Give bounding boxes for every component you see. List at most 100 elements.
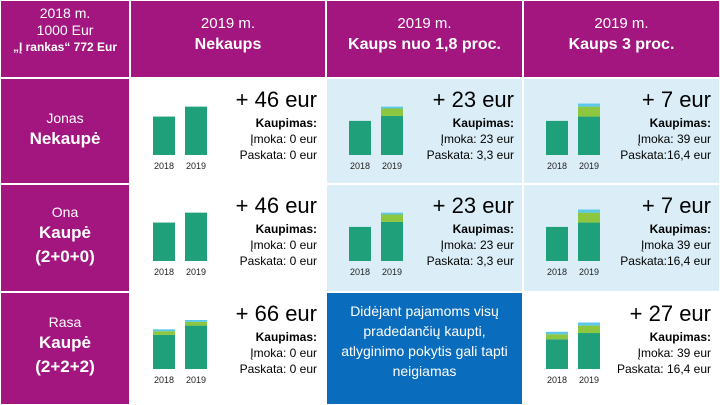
mini-bar-chart: 2018 2019 (540, 195, 612, 279)
contribution-text: Įmoka: 39 eur (637, 346, 711, 360)
net-change-amount: + 46 eur (235, 193, 317, 218)
kaupimas-label: Kaupimas: (452, 116, 514, 130)
incentive-text: Paskata: 3,3 eur (426, 254, 514, 268)
result-info: + 66 eur Kaupimas: Įmoka: 0 eur Paskata: 0 … (236, 301, 317, 377)
kaupimas-label: Kaupimas: (255, 116, 317, 130)
column-header-kaups-1-8: 2019 m. Kaups nuo 1,8 proc. (326, 0, 523, 78)
mini-bar-chart-svg: 2018 2019 (546, 322, 600, 385)
bar-segment-2018 (349, 120, 371, 155)
mini-bar-chart-svg: 2018 2019 (546, 209, 600, 277)
row-status: Kaupė (39, 223, 91, 242)
x-tick-label: 2019 (579, 267, 599, 277)
row-header-rasa: Rasa Kaupė (2+2+2) (0, 292, 130, 405)
mini-bar-chart-svg: 2018 2019 (546, 103, 600, 171)
bar-segment-2019 (381, 212, 403, 215)
bar-segment-2019 (578, 116, 600, 155)
bar-segment-2019 (185, 321, 207, 326)
bar-segment-2019 (578, 222, 600, 261)
x-tick-label: 2018 (154, 267, 174, 277)
bar-segment-2018 (546, 331, 568, 335)
column-header-nekaups: 2019 m. Nekaups (130, 0, 326, 78)
net-change-amount: + 23 eur (432, 193, 514, 218)
bar-segment-2019 (578, 333, 600, 369)
bar-segment-2019 (381, 115, 403, 155)
kaupimas-label: Kaupimas: (649, 116, 711, 130)
bar-segment-2018 (546, 120, 568, 155)
bar-segment-2019 (381, 221, 403, 261)
warning-note-cell: Didėjant pajamoms visų pradedančių kaupt… (326, 292, 523, 405)
net-change-amount: + 23 eur (432, 87, 514, 112)
bar-segment-2019 (578, 322, 600, 326)
row-person-name: Ona (51, 204, 79, 220)
result-info: + 23 eur Kaupimas: Įmoka: 23 eur Paskata: 3… (427, 87, 514, 163)
x-tick-label: 2018 (350, 267, 370, 277)
contribution-text: Įmoka: 39 eur (637, 132, 711, 146)
mini-bar-chart: 2018 2019 (540, 89, 612, 173)
row-plan: (2+0+0) (35, 247, 95, 266)
result-info: + 7 eur Kaupimas: Įmoka: 39 eur Paskata:16,… (620, 87, 711, 163)
column-year: 2019 m. (594, 15, 649, 32)
bar-segment-2019 (578, 209, 600, 213)
result-cell: 2018 2019 + 23 eur Kaupimas: Įmoka: 23 eur Pa… (326, 78, 523, 184)
x-tick-label: 2019 (186, 267, 206, 277)
x-tick-label: 2018 (547, 161, 567, 171)
result-info: + 46 eur Kaupimas: Įmoka: 0 eur Paskata: 0 … (236, 193, 317, 269)
corner-year: 2018 m. (39, 5, 91, 21)
column-header-kaups-3: 2019 m. Kaups 3 proc. (523, 0, 720, 78)
mini-bar-chart-svg: 2018 2019 (349, 106, 403, 171)
x-tick-label: 2019 (382, 161, 402, 171)
row-header-ona: Ona Kaupė (2+0+0) (0, 184, 130, 292)
bar-segment-2019 (185, 212, 207, 261)
row-status: Kaupė (39, 333, 91, 352)
bar-segment-2018 (349, 226, 371, 261)
result-cell: 2018 2019 + 7 eur Kaupimas: Įmoka 39 eur Pask… (523, 184, 720, 292)
result-cell: 2018 2019 + 23 eur Kaupimas: Įmoka: 23 eur Pa… (326, 184, 523, 292)
x-tick-label: 2019 (579, 161, 599, 171)
result-cell: 2018 2019 + 7 eur Kaupimas: Įmoka: 39 eur Pas… (523, 78, 720, 184)
kaupimas-label: Kaupimas: (255, 222, 317, 236)
net-change-amount: + 7 eur (641, 193, 711, 218)
x-tick-label: 2018 (547, 375, 567, 385)
mini-bar-chart: 2018 2019 (147, 195, 219, 279)
result-cell: 2018 2019 + 27 eur Kaupimas: Įmoka: 39 eur Pa… (523, 292, 720, 405)
result-info: + 23 eur Kaupimas: Įmoka: 23 eur Paskata: 3… (427, 193, 514, 269)
x-tick-label: 2018 (350, 161, 370, 171)
contribution-text: Įmoka: 0 eur (250, 238, 317, 252)
contribution-text: Įmoka: 0 eur (250, 346, 317, 360)
contribution-text: Įmoka: 23 eur (440, 132, 514, 146)
column-title: Kaups nuo 1,8 proc. (348, 36, 501, 53)
row-person-name: Rasa (48, 314, 82, 330)
bar-segment-2018 (546, 226, 568, 261)
x-tick-label: 2019 (579, 375, 599, 385)
bar-segment-2018 (153, 331, 175, 335)
mini-bar-chart-svg: 2018 2019 (349, 212, 403, 277)
net-change-amount: + 7 eur (641, 87, 711, 112)
column-title: Kaups 3 proc. (568, 36, 675, 53)
result-info: + 27 eur Kaupimas: Įmoka: 39 eur Paskata: 1… (617, 301, 711, 377)
mini-bar-chart-svg: 2018 2019 (153, 212, 207, 277)
corner-net: „Į rankas“ 772 Eur (12, 40, 118, 54)
incentive-text: Paskata: 0 eur (239, 362, 317, 376)
contribution-text: Įmoka: 23 eur (440, 238, 514, 252)
x-tick-label: 2019 (382, 267, 402, 277)
corner-header: 2018 m. 1000 Eur „Į rankas“ 772 Eur (0, 0, 130, 78)
bar-segment-2019 (381, 108, 403, 116)
bar-segment-2019 (578, 103, 600, 107)
incentive-text: Paskata: 0 eur (239, 148, 317, 162)
x-tick-label: 2019 (186, 375, 206, 385)
bar-segment-2019 (578, 325, 600, 334)
row-header-jonas: Jonas Nekaupė (0, 78, 130, 184)
contribution-text: Įmoka: 0 eur (250, 132, 317, 146)
bar-segment-2019 (185, 106, 207, 155)
result-cell: 2018 2019 + 46 eur Kaupimas: Įmoka: 0 eur Pas… (130, 184, 326, 292)
incentive-text: Paskata: 16,4 eur (616, 362, 711, 376)
bar-segment-2018 (153, 116, 175, 155)
mini-bar-chart-svg: 2018 2019 (153, 106, 207, 171)
bar-segment-2018 (546, 339, 568, 369)
column-year: 2019 m. (200, 15, 256, 32)
kaupimas-label: Kaupimas: (649, 222, 711, 236)
bar-segment-2019 (381, 214, 403, 222)
row-status: Nekaupė (29, 129, 101, 148)
result-cell: 2018 2019 + 66 eur Kaupimas: Įmoka: 0 eur Pas… (130, 292, 326, 405)
